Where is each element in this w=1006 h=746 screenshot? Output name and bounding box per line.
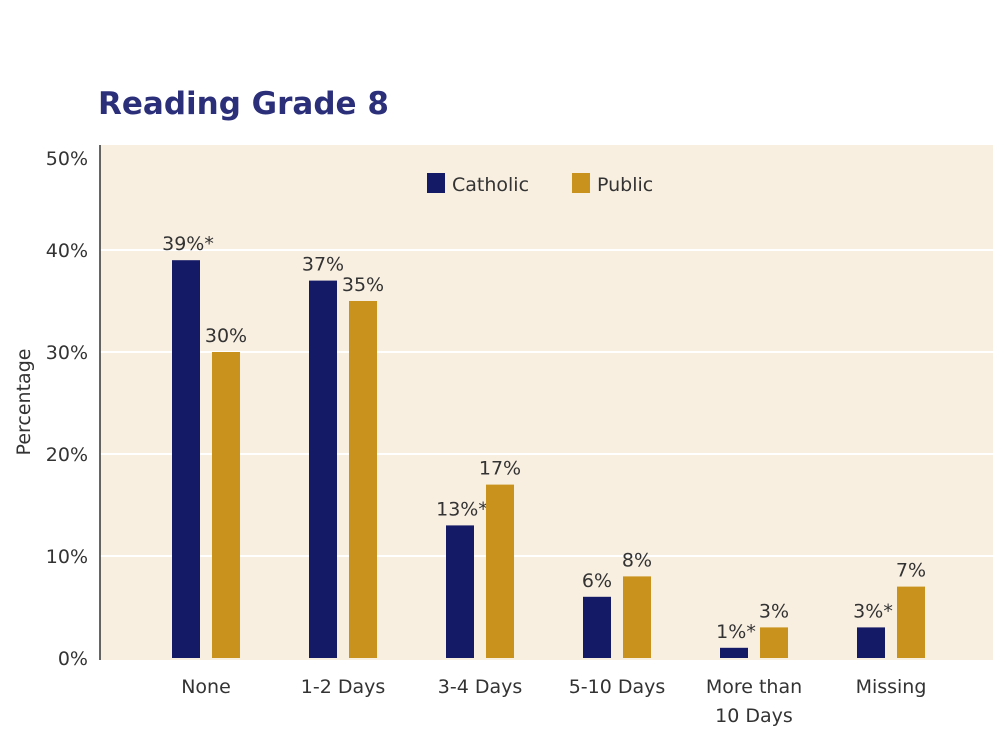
data-label: 13%* bbox=[436, 498, 488, 520]
y-tick-label: 50% bbox=[46, 148, 88, 170]
y-tick-label: 0% bbox=[58, 648, 88, 670]
x-tick-label: 3-4 Days bbox=[438, 676, 523, 698]
data-label: 35% bbox=[342, 274, 384, 296]
data-label: 37% bbox=[302, 254, 344, 276]
x-tick-label: Missing bbox=[856, 676, 927, 698]
bar-public bbox=[623, 576, 651, 658]
y-tick-label: 20% bbox=[46, 444, 88, 466]
plot-area bbox=[100, 145, 993, 660]
y-tick-label: 10% bbox=[46, 546, 88, 568]
bar-catholic bbox=[446, 525, 474, 658]
x-tick-label: None bbox=[181, 676, 231, 698]
data-label: 7% bbox=[896, 560, 926, 582]
bar-public bbox=[349, 301, 377, 658]
x-tick-label: 5-10 Days bbox=[569, 676, 666, 698]
data-label: 3% bbox=[759, 600, 789, 622]
chart-title: Reading Grade 8 bbox=[98, 86, 389, 122]
bar-catholic bbox=[720, 647, 748, 658]
data-label: 6% bbox=[582, 570, 612, 592]
data-label: 1%* bbox=[716, 621, 756, 643]
bar-catholic bbox=[309, 280, 337, 658]
data-label: 39%* bbox=[162, 233, 214, 255]
y-tick-label: 40% bbox=[46, 240, 88, 262]
legend-label-catholic: Catholic bbox=[452, 174, 529, 196]
x-tick-label: 1-2 Days bbox=[301, 676, 386, 698]
data-label: 30% bbox=[205, 325, 247, 347]
data-label: 17% bbox=[479, 458, 521, 480]
legend-swatch-public bbox=[572, 173, 590, 193]
x-tick-label: 10 Days bbox=[715, 705, 793, 727]
data-label: 8% bbox=[622, 549, 652, 571]
bar-public bbox=[760, 627, 788, 658]
data-label: 3%* bbox=[853, 600, 893, 622]
legend-label-public: Public bbox=[597, 174, 653, 196]
bar-public bbox=[212, 352, 240, 658]
y-axis-label: Percentage bbox=[13, 349, 35, 456]
bar-catholic bbox=[857, 627, 885, 658]
y-tick-label: 30% bbox=[46, 342, 88, 364]
bar-catholic bbox=[583, 596, 611, 658]
bar-public bbox=[897, 586, 925, 658]
x-tick-label: More than bbox=[706, 676, 802, 698]
legend-swatch-catholic bbox=[427, 173, 445, 193]
bar-public bbox=[486, 484, 514, 658]
bar-catholic bbox=[172, 260, 200, 658]
legend: Catholic Public bbox=[427, 173, 653, 196]
